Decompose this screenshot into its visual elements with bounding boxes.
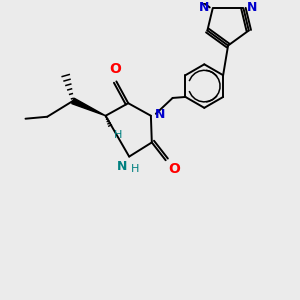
Polygon shape	[72, 98, 106, 116]
Text: H: H	[131, 164, 140, 173]
Text: N: N	[155, 108, 165, 121]
Text: O: O	[169, 162, 181, 176]
Text: H: H	[113, 130, 122, 140]
Text: O: O	[110, 62, 121, 76]
Text: N: N	[200, 1, 210, 14]
Text: N: N	[117, 160, 127, 172]
Text: N: N	[246, 1, 257, 14]
